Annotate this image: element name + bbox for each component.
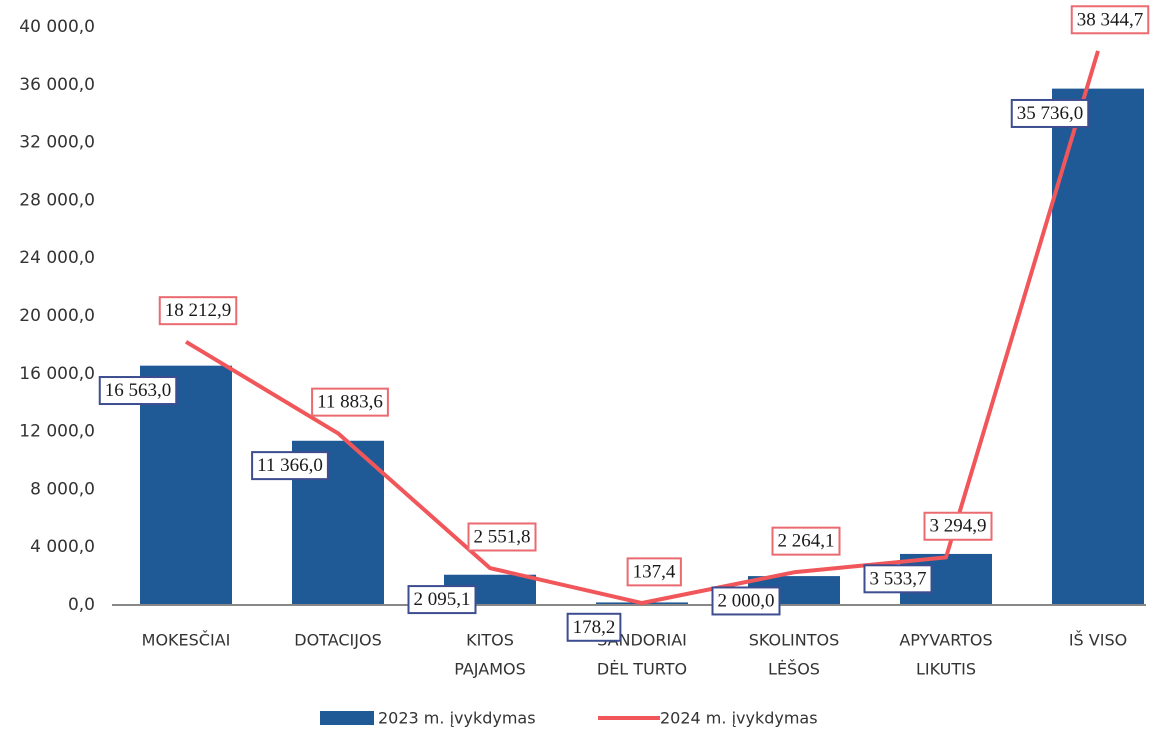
y-tick-label: 4 000,0 — [30, 537, 95, 557]
y-tick-label: 28 000,0 — [19, 190, 95, 210]
x-tick-label: LĖŠOS — [768, 660, 820, 679]
bar — [140, 365, 232, 605]
x-tick-label: KITOS — [466, 631, 514, 650]
y-tick-label: 16 000,0 — [19, 364, 95, 384]
y-tick-label: 36 000,0 — [19, 75, 95, 95]
x-tick-label: LIKUTIS — [916, 660, 976, 679]
data-label: 3 294,9 — [923, 511, 993, 541]
data-label: 16 563,0 — [98, 376, 178, 406]
data-label: 2 551,8 — [467, 522, 537, 552]
y-tick-label: 20 000,0 — [19, 306, 95, 326]
data-label-text: 2 551,8 — [474, 526, 531, 547]
y-tick-label: 0,0 — [68, 595, 95, 615]
label-box — [1010, 98, 1090, 128]
label-box — [251, 451, 329, 481]
x-tick-label: DĖL TURTO — [597, 660, 687, 679]
data-label-text: 2 095,1 — [414, 589, 471, 610]
data-label: 2 095,1 — [407, 585, 477, 615]
data-label-text: 3 533,7 — [870, 568, 927, 589]
data-label: 11 366,0 — [251, 451, 329, 481]
data-label: 137,4 — [626, 557, 682, 587]
label-box — [158, 296, 238, 326]
x-tick-label: DOTACIJOS — [294, 631, 381, 650]
data-label: 38 344,7 — [1070, 5, 1150, 35]
label-box — [566, 612, 622, 642]
data-label-text: 2 264,1 — [778, 531, 835, 552]
y-tick-label: 8 000,0 — [30, 479, 95, 499]
y-tick-label: 32 000,0 — [19, 133, 95, 153]
data-label: 35 736,0 — [1010, 98, 1090, 128]
data-label-text: 178,2 — [573, 617, 616, 638]
x-tick-label: IŠ VISO — [1069, 631, 1127, 650]
legend-label: 2023 m. įvykdymas — [378, 709, 536, 728]
data-label-text: 35 736,0 — [1017, 103, 1084, 124]
data-label: 178,2 — [566, 612, 622, 642]
data-label: 11 883,6 — [311, 387, 389, 417]
x-tick-label: SKOLINTOS — [749, 631, 840, 650]
y-tick-label: 12 000,0 — [19, 422, 95, 442]
data-label-text: 11 366,0 — [257, 455, 323, 476]
line — [184, 50, 1100, 606]
data-label-text: 3 294,9 — [930, 516, 987, 537]
label-box — [311, 387, 389, 417]
label-box — [626, 557, 682, 587]
data-label-text: 38 344,7 — [1077, 9, 1144, 30]
y-tick-label: 24 000,0 — [19, 248, 95, 268]
data-label: 3 533,7 — [863, 564, 933, 594]
data-label-text: 2 000,0 — [718, 590, 775, 611]
x-tick-label: PAJAMOS — [454, 660, 526, 679]
label-box — [711, 586, 781, 616]
data-label-text: 16 563,0 — [105, 380, 172, 401]
label-box — [98, 376, 178, 406]
y-tick-label: 40 000,0 — [19, 17, 95, 37]
data-label: 18 212,9 — [158, 296, 238, 326]
bar — [1052, 88, 1144, 605]
x-tick-label: MOKESČIAI — [142, 631, 231, 650]
label-box — [1070, 5, 1150, 35]
label-box — [923, 511, 993, 541]
data-label: 2 264,1 — [771, 526, 841, 556]
data-label-text: 18 212,9 — [165, 300, 232, 321]
label-box — [467, 522, 537, 552]
data-label-text: 11 883,6 — [317, 392, 383, 413]
label-box — [407, 585, 477, 615]
x-tick-label: APYVARTOS — [899, 631, 992, 650]
data-label-text: 137,4 — [633, 561, 676, 582]
data-label: 2 000,0 — [711, 586, 781, 616]
legend-swatch — [320, 711, 374, 725]
label-box — [863, 564, 933, 594]
label-box — [771, 526, 841, 556]
legend-label: 2024 m. įvykdymas — [660, 709, 818, 728]
